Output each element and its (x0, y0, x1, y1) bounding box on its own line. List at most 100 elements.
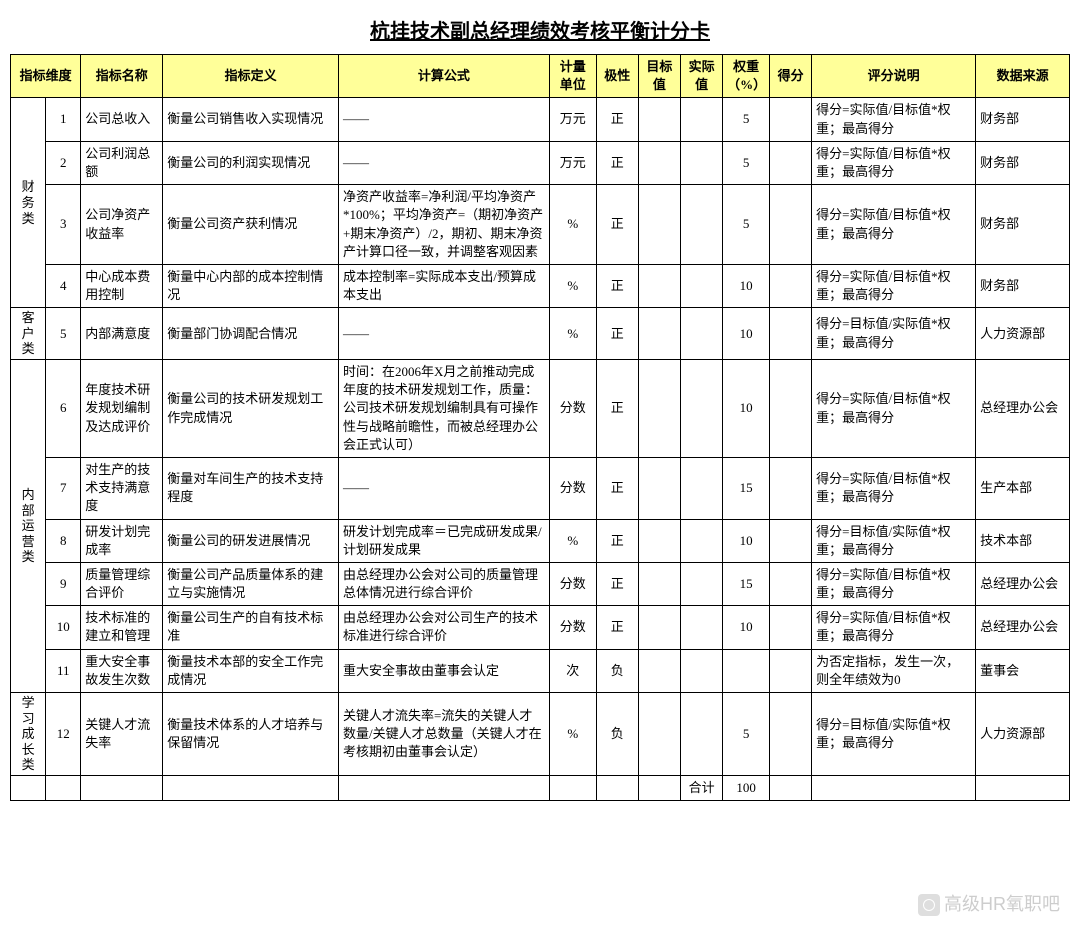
row-tgt (638, 649, 680, 692)
scorecard-table: 指标维度 指标名称 指标定义 计算公式 计量单位 极性 目标值 实际值 权重（%… (10, 54, 1070, 801)
row-name: 关键人才流失率 (81, 693, 163, 776)
table-row: 4中心成本费用控制衡量中心内部的成本控制情况成本控制率=实际成本支出/预算成本支… (11, 264, 1070, 307)
row-score (770, 141, 812, 184)
table-row: 3公司净资产收益率衡量公司资产获利情况净资产收益率=净利润/平均净资产*100%… (11, 185, 1070, 265)
row-def: 衡量公司的技术研发规划工作完成情况 (163, 360, 339, 458)
col-desc: 评分说明 (812, 55, 976, 98)
row-score (770, 606, 812, 649)
header-row: 指标维度 指标名称 指标定义 计算公式 计量单位 极性 目标值 实际值 权重（%… (11, 55, 1070, 98)
row-num: 2 (46, 141, 81, 184)
row-tgt (638, 98, 680, 141)
table-row: 客户类5内部满意度衡量部门协调配合情况——%正10得分=目标值/实际值*权重；最… (11, 308, 1070, 360)
row-src: 总经理办公会 (976, 562, 1070, 605)
row-pol: 正 (596, 606, 638, 649)
row-def: 衡量部门协调配合情况 (163, 308, 339, 360)
row-act (681, 649, 723, 692)
row-desc: 得分=实际值/目标值*权重；最高得分 (812, 606, 976, 649)
row-score (770, 693, 812, 776)
row-score (770, 649, 812, 692)
row-src: 生产本部 (976, 457, 1070, 519)
row-wgt: 10 (723, 606, 770, 649)
row-score (770, 562, 812, 605)
row-name: 对生产的技术支持满意度 (81, 457, 163, 519)
col-def: 指标定义 (163, 55, 339, 98)
row-pol: 正 (596, 562, 638, 605)
row-formula: 由总经理办公会对公司的质量管理总体情况进行综合评价 (339, 562, 550, 605)
row-name: 技术标准的建立和管理 (81, 606, 163, 649)
row-wgt: 5 (723, 141, 770, 184)
row-name: 中心成本费用控制 (81, 264, 163, 307)
row-num: 1 (46, 98, 81, 141)
row-unit: % (549, 308, 596, 360)
row-desc: 为否定指标，发生一次，则全年绩效为0 (812, 649, 976, 692)
row-name: 重大安全事故发生次数 (81, 649, 163, 692)
row-tgt (638, 141, 680, 184)
row-def: 衡量公司生产的自有技术标准 (163, 606, 339, 649)
row-src: 财务部 (976, 141, 1070, 184)
row-wgt: 15 (723, 457, 770, 519)
table-row: 2公司利润总额衡量公司的利润实现情况——万元正5得分=实际值/目标值*权重；最高… (11, 141, 1070, 184)
row-desc: 得分=目标值/实际值*权重；最高得分 (812, 693, 976, 776)
row-pol: 正 (596, 519, 638, 562)
row-def: 衡量公司产品质量体系的建立与实施情况 (163, 562, 339, 605)
row-unit: 万元 (549, 98, 596, 141)
row-num: 12 (46, 693, 81, 776)
row-pol: 正 (596, 264, 638, 307)
row-formula: —— (339, 308, 550, 360)
row-name: 公司净资产收益率 (81, 185, 163, 265)
row-tgt (638, 308, 680, 360)
row-name: 质量管理综合评价 (81, 562, 163, 605)
row-score (770, 519, 812, 562)
row-unit: 次 (549, 649, 596, 692)
col-name: 指标名称 (81, 55, 163, 98)
col-unit: 计量单位 (549, 55, 596, 98)
row-unit: % (549, 693, 596, 776)
row-desc: 得分=目标值/实际值*权重；最高得分 (812, 519, 976, 562)
row-name: 研发计划完成率 (81, 519, 163, 562)
row-act (681, 606, 723, 649)
row-wgt: 5 (723, 693, 770, 776)
col-formula: 计算公式 (339, 55, 550, 98)
row-name: 公司利润总额 (81, 141, 163, 184)
row-num: 3 (46, 185, 81, 265)
row-src: 财务部 (976, 264, 1070, 307)
row-def: 衡量对车间生产的技术支持程度 (163, 457, 339, 519)
row-src: 财务部 (976, 98, 1070, 141)
row-score (770, 308, 812, 360)
row-pol: 正 (596, 308, 638, 360)
row-desc: 得分=实际值/目标值*权重；最高得分 (812, 264, 976, 307)
row-desc: 得分=实际值/目标值*权重；最高得分 (812, 360, 976, 458)
row-wgt: 10 (723, 264, 770, 307)
table-row: 11重大安全事故发生次数衡量技术本部的安全工作完成情况重大安全事故由董事会认定次… (11, 649, 1070, 692)
table-row: 9质量管理综合评价衡量公司产品质量体系的建立与实施情况由总经理办公会对公司的质量… (11, 562, 1070, 605)
row-num: 4 (46, 264, 81, 307)
row-num: 11 (46, 649, 81, 692)
row-desc: 得分=实际值/目标值*权重；最高得分 (812, 562, 976, 605)
row-num: 6 (46, 360, 81, 458)
row-wgt: 15 (723, 562, 770, 605)
row-def: 衡量技术本部的安全工作完成情况 (163, 649, 339, 692)
row-pol: 正 (596, 360, 638, 458)
row-score (770, 360, 812, 458)
col-pol: 极性 (596, 55, 638, 98)
row-formula: 由总经理办公会对公司生产的技术标准进行综合评价 (339, 606, 550, 649)
dim-cell: 学习成长类 (11, 693, 46, 776)
row-formula: 净资产收益率=净利润/平均净资产*100%；平均净资产=（期初净资产+期末净资产… (339, 185, 550, 265)
row-desc: 得分=实际值/目标值*权重；最高得分 (812, 185, 976, 265)
row-act (681, 693, 723, 776)
wechat-icon (918, 894, 940, 916)
row-def: 衡量中心内部的成本控制情况 (163, 264, 339, 307)
row-desc: 得分=实际值/目标值*权重；最高得分 (812, 98, 976, 141)
row-unit: 分数 (549, 606, 596, 649)
row-src: 人力资源部 (976, 693, 1070, 776)
row-pol: 正 (596, 141, 638, 184)
row-pol: 正 (596, 185, 638, 265)
row-desc: 得分=实际值/目标值*权重；最高得分 (812, 141, 976, 184)
row-desc: 得分=目标值/实际值*权重；最高得分 (812, 308, 976, 360)
row-score (770, 185, 812, 265)
table-row: 财务类1公司总收入衡量公司销售收入实现情况——万元正5得分=实际值/目标值*权重… (11, 98, 1070, 141)
row-num: 5 (46, 308, 81, 360)
row-def: 衡量公司销售收入实现情况 (163, 98, 339, 141)
row-tgt (638, 264, 680, 307)
row-src: 财务部 (976, 185, 1070, 265)
